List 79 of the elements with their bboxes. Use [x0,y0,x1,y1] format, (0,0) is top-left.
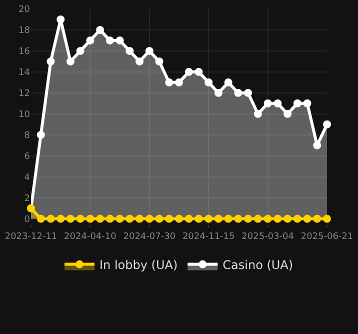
point [106,36,114,44]
point [184,214,193,223]
point [254,110,262,118]
x-tick-label: 2025-06-21 [300,232,354,242]
point [224,214,232,223]
point [36,130,45,139]
point [155,214,164,223]
point [293,99,302,108]
y-tick-label: 8 [24,131,30,141]
y-tick-label: 0 [24,214,30,225]
point [46,214,55,223]
point [126,214,134,223]
x-tick-label: 2025-03-04 [242,232,294,242]
point [36,214,45,223]
point [96,26,104,34]
point [224,78,232,86]
point [204,214,213,223]
point [106,214,114,223]
point [244,88,252,97]
point [284,110,292,118]
y-tick-label: 16 [18,47,30,58]
point [234,88,242,97]
y-tick-label: 20 [18,5,30,16]
x-tick-label: 2024-07-30 [123,232,176,242]
y-tick-label: 14 [18,68,30,78]
point [56,15,65,24]
legend-label: Casino (UA) [222,258,294,272]
point [76,214,84,223]
point [264,214,272,223]
x-tick-label: 2023-12-11 [4,232,58,242]
point [313,214,322,223]
point [66,214,74,223]
point [274,99,282,108]
x-tick-label: 2024-11-15 [182,232,235,242]
point [116,214,124,223]
point [175,214,183,223]
point [293,214,302,223]
point [184,68,193,76]
point [56,214,65,223]
point [136,214,144,223]
point [96,214,104,223]
point [126,46,134,55]
y-tick-label: 4 [24,172,30,183]
point [214,214,222,223]
point [86,36,94,44]
point [204,78,213,86]
point [214,88,222,97]
point [66,57,74,66]
point [175,78,183,86]
point [194,214,203,223]
point [254,214,262,223]
y-tick-label: 18 [18,26,30,36]
y-tick-label: 12 [18,89,30,100]
point [303,99,312,108]
point [76,46,84,55]
point [303,214,312,223]
point [194,68,203,76]
point [284,214,292,223]
y-tick-label: 6 [24,152,30,162]
point [145,46,154,55]
point [313,141,322,150]
point [165,214,174,223]
point [323,214,331,223]
point [86,214,94,223]
y-tick-label: 2 [24,194,30,204]
point [136,57,144,66]
point [165,78,174,86]
point [244,214,252,223]
point [46,57,55,66]
point [323,120,331,128]
point [264,99,272,108]
point [274,214,282,223]
point [234,214,242,223]
point [155,57,164,66]
point [116,36,124,44]
point [145,214,154,223]
y-tick-label: 10 [18,110,30,120]
legend-label: In lobby (UA) [100,258,178,272]
x-tick-label: 2024-04-10 [64,232,117,242]
